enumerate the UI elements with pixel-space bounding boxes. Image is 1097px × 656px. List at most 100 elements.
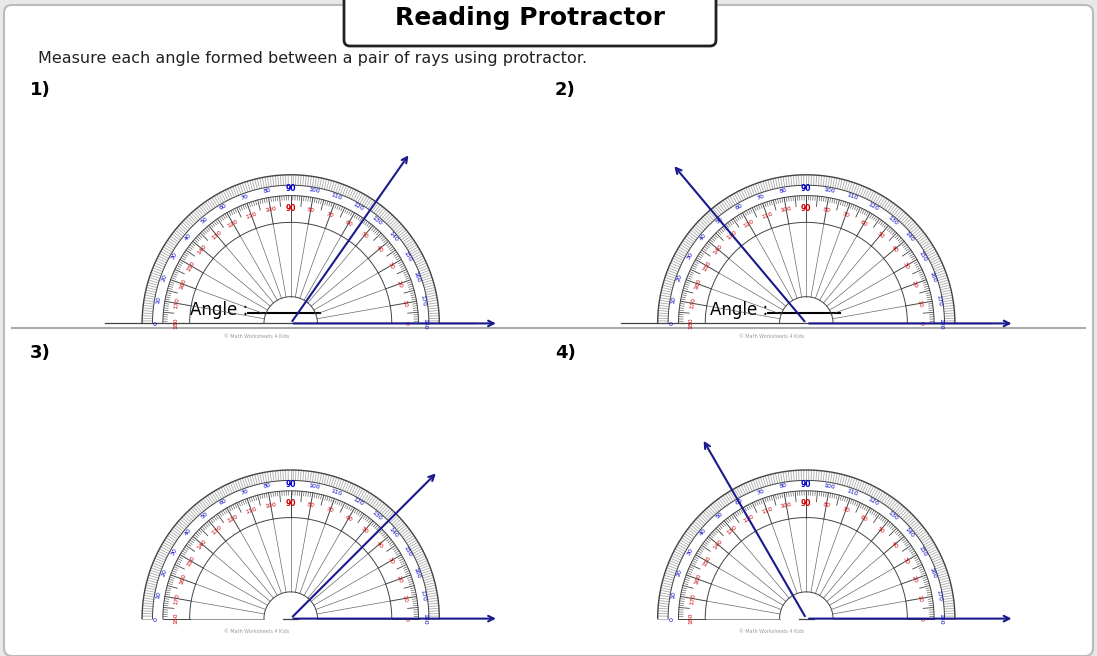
Text: 160: 160 bbox=[178, 573, 186, 586]
Text: 10: 10 bbox=[917, 594, 923, 603]
Text: 130: 130 bbox=[726, 230, 738, 241]
Text: 10: 10 bbox=[670, 296, 677, 304]
Text: 0: 0 bbox=[404, 321, 408, 325]
Text: 90: 90 bbox=[285, 204, 296, 213]
Text: 140: 140 bbox=[388, 231, 399, 243]
Text: 160: 160 bbox=[412, 271, 421, 284]
Text: 30: 30 bbox=[386, 556, 395, 565]
Text: 40: 40 bbox=[374, 540, 383, 549]
Text: 160: 160 bbox=[928, 271, 937, 284]
Text: 60: 60 bbox=[218, 498, 228, 506]
Text: 80: 80 bbox=[822, 502, 830, 508]
Text: 30: 30 bbox=[686, 251, 694, 261]
Text: 10: 10 bbox=[155, 296, 161, 304]
Text: 150: 150 bbox=[918, 250, 928, 262]
Text: 0: 0 bbox=[919, 321, 924, 325]
Text: 120: 120 bbox=[227, 218, 239, 229]
Text: 120: 120 bbox=[868, 497, 880, 507]
Text: 20: 20 bbox=[676, 273, 683, 282]
Text: 10: 10 bbox=[155, 591, 161, 600]
Text: 150: 150 bbox=[701, 260, 712, 272]
Text: 110: 110 bbox=[245, 211, 258, 220]
Text: 60: 60 bbox=[734, 498, 744, 506]
Text: 150: 150 bbox=[918, 545, 928, 558]
Text: 180: 180 bbox=[422, 318, 428, 329]
Text: 1): 1) bbox=[30, 81, 50, 99]
Text: 40: 40 bbox=[699, 527, 708, 537]
Text: 90: 90 bbox=[801, 184, 812, 194]
Text: 20: 20 bbox=[911, 575, 918, 584]
Text: 140: 140 bbox=[904, 526, 915, 539]
Text: 90: 90 bbox=[285, 184, 296, 194]
Text: © Math Worksheets 4 Kids: © Math Worksheets 4 Kids bbox=[739, 334, 805, 338]
Text: 50: 50 bbox=[875, 231, 885, 239]
Text: 40: 40 bbox=[183, 527, 192, 537]
Text: 50: 50 bbox=[360, 231, 370, 239]
Text: 20: 20 bbox=[160, 568, 168, 577]
Text: 70: 70 bbox=[326, 506, 335, 514]
Text: 100: 100 bbox=[264, 502, 276, 508]
Text: 40: 40 bbox=[699, 232, 708, 241]
Text: 130: 130 bbox=[726, 525, 738, 536]
Text: 150: 150 bbox=[701, 555, 712, 567]
Text: 140: 140 bbox=[712, 539, 724, 550]
Text: 20: 20 bbox=[395, 575, 403, 584]
Text: 130: 130 bbox=[886, 510, 898, 522]
Text: 180: 180 bbox=[173, 318, 178, 329]
Text: 0: 0 bbox=[404, 617, 408, 621]
Text: Reading Protractor: Reading Protractor bbox=[395, 6, 665, 30]
Text: 130: 130 bbox=[371, 510, 383, 522]
Text: 60: 60 bbox=[218, 203, 228, 211]
Text: 90: 90 bbox=[801, 204, 812, 213]
Text: 180: 180 bbox=[173, 613, 178, 625]
Text: 90: 90 bbox=[801, 499, 812, 508]
Text: 80: 80 bbox=[822, 207, 830, 213]
Text: 120: 120 bbox=[743, 514, 755, 524]
Text: 140: 140 bbox=[196, 243, 208, 255]
Text: 170: 170 bbox=[936, 589, 942, 602]
Text: 50: 50 bbox=[715, 511, 724, 520]
Text: 70: 70 bbox=[240, 489, 249, 496]
Text: 110: 110 bbox=[760, 506, 773, 515]
Text: 50: 50 bbox=[200, 511, 208, 520]
Text: 120: 120 bbox=[743, 218, 755, 229]
Text: 150: 150 bbox=[185, 260, 196, 272]
Text: 80: 80 bbox=[263, 483, 272, 489]
Text: 120: 120 bbox=[868, 202, 880, 212]
Text: 90: 90 bbox=[285, 499, 296, 508]
Text: 100: 100 bbox=[780, 502, 792, 508]
Text: 180: 180 bbox=[689, 318, 693, 329]
Text: Angle :: Angle : bbox=[710, 301, 768, 319]
Text: 40: 40 bbox=[890, 540, 898, 549]
Text: 30: 30 bbox=[386, 261, 395, 270]
Text: 10: 10 bbox=[402, 299, 407, 308]
Text: 20: 20 bbox=[160, 273, 168, 282]
Text: 160: 160 bbox=[412, 566, 421, 579]
Text: 10: 10 bbox=[917, 299, 923, 308]
Text: 150: 150 bbox=[185, 555, 196, 567]
Text: 50: 50 bbox=[200, 216, 208, 225]
Text: 20: 20 bbox=[676, 568, 683, 577]
Text: 170: 170 bbox=[420, 294, 427, 306]
FancyBboxPatch shape bbox=[4, 5, 1093, 656]
Text: 30: 30 bbox=[170, 251, 179, 261]
Text: 130: 130 bbox=[211, 230, 223, 241]
Text: 0: 0 bbox=[669, 321, 675, 325]
Text: 120: 120 bbox=[227, 514, 239, 524]
Text: © Math Worksheets 4 Kids: © Math Worksheets 4 Kids bbox=[224, 629, 290, 634]
Text: 4): 4) bbox=[555, 344, 576, 362]
Text: 100: 100 bbox=[264, 207, 276, 213]
Text: 170: 170 bbox=[173, 592, 181, 605]
Text: 60: 60 bbox=[343, 515, 353, 523]
Text: 100: 100 bbox=[780, 207, 792, 213]
Text: 110: 110 bbox=[846, 193, 859, 201]
Text: 120: 120 bbox=[352, 202, 364, 212]
Text: 50: 50 bbox=[875, 526, 885, 535]
Text: Angle :: Angle : bbox=[190, 301, 248, 319]
Text: 60: 60 bbox=[859, 515, 869, 523]
Text: 170: 170 bbox=[689, 297, 697, 310]
Text: 70: 70 bbox=[326, 211, 335, 219]
Text: 50: 50 bbox=[715, 216, 724, 225]
Text: 140: 140 bbox=[904, 231, 915, 243]
Text: 20: 20 bbox=[395, 279, 403, 289]
